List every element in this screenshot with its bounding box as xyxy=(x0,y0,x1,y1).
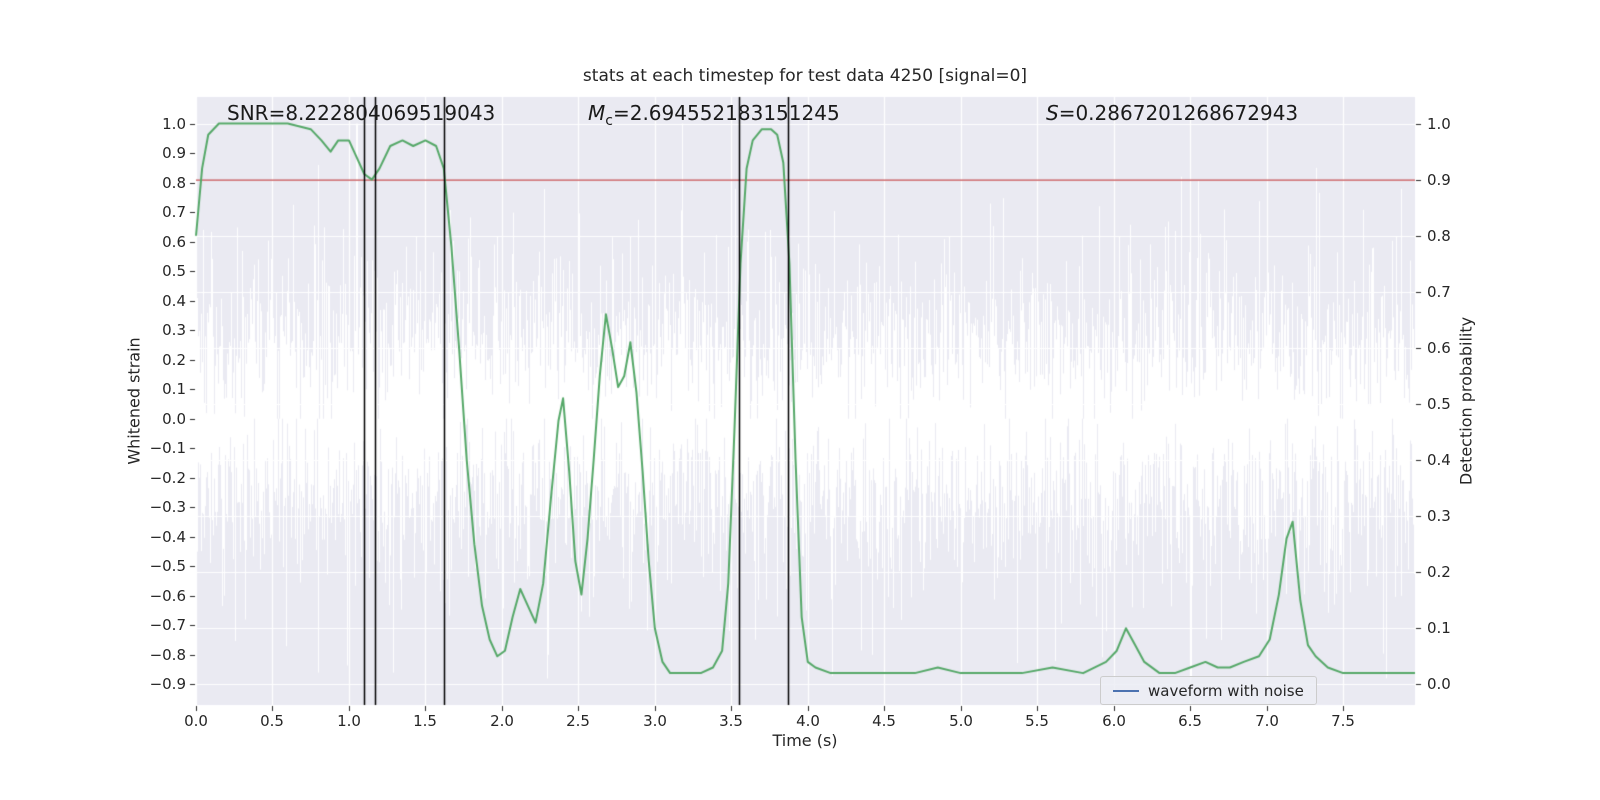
tick-label-right: 0.5 xyxy=(1427,395,1451,413)
tick-label-left: 0.5 xyxy=(162,262,186,280)
legend: waveform with noise xyxy=(1100,676,1317,705)
y-axis-label-right: Detection probability xyxy=(1456,316,1476,486)
tick-label-x: 3.5 xyxy=(719,712,743,730)
tick-label-left: −0.6 xyxy=(149,587,186,605)
tick-label-x: 1.5 xyxy=(413,712,437,730)
snr-label: SNR xyxy=(227,101,269,125)
annotation-chirp-mass: Mc=2.694552183151245 xyxy=(588,101,840,129)
tick-label-left: 0.6 xyxy=(162,233,186,251)
x-axis-label: Time (s) xyxy=(772,731,838,750)
tick-label-right: 0.4 xyxy=(1427,451,1451,469)
annotation-s: S=0.2867201268672943 xyxy=(1046,101,1298,125)
tick-label-x: 5.0 xyxy=(949,712,973,730)
tick-label-left: −0.8 xyxy=(149,646,186,664)
s-label: S xyxy=(1046,101,1059,125)
tick-label-x: 2.5 xyxy=(566,712,590,730)
tick-label-left: −0.5 xyxy=(149,557,186,575)
tick-label-left: −0.7 xyxy=(149,616,186,634)
tick-label-x: 7.0 xyxy=(1255,712,1279,730)
mc-subscript: c xyxy=(605,113,613,129)
tick-label-right: 0.7 xyxy=(1427,283,1451,301)
tick-label-x: 0.5 xyxy=(260,712,284,730)
tick-label-left: −0.3 xyxy=(149,498,186,516)
tick-label-x: 4.5 xyxy=(872,712,896,730)
tick-label-left: 0.1 xyxy=(162,380,186,398)
tick-label-right: 0.2 xyxy=(1427,563,1451,581)
tick-label-right: 0.9 xyxy=(1427,171,1451,189)
tick-label-left: 0.0 xyxy=(162,410,186,428)
tick-label-left: 0.4 xyxy=(162,292,186,310)
tick-label-left: 0.9 xyxy=(162,144,186,162)
tick-label-x: 3.0 xyxy=(643,712,667,730)
annotation-snr: SNR=8.222804069519043 xyxy=(227,101,495,125)
tick-label-left: −0.1 xyxy=(149,439,186,457)
tick-label-left: 0.8 xyxy=(162,174,186,192)
tick-label-right: 0.0 xyxy=(1427,675,1451,693)
legend-label: waveform with noise xyxy=(1148,681,1304,700)
tick-label-x: 7.5 xyxy=(1331,712,1355,730)
tick-label-x: 4.0 xyxy=(796,712,820,730)
tick-label-left: −0.4 xyxy=(149,528,186,546)
tick-label-x: 5.5 xyxy=(1025,712,1049,730)
tick-label-right: 0.3 xyxy=(1427,507,1451,525)
snr-value: =8.222804069519043 xyxy=(268,101,496,125)
s-value: =0.2867201268672943 xyxy=(1058,101,1299,125)
tick-label-x: 6.0 xyxy=(1102,712,1126,730)
tick-label-right: 0.6 xyxy=(1427,339,1451,357)
tick-label-left: −0.9 xyxy=(149,675,186,693)
tick-label-left: 1.0 xyxy=(162,115,186,133)
legend-line-sample xyxy=(1113,689,1139,692)
tick-label-x: 0.0 xyxy=(184,712,208,730)
tick-label-left: 0.3 xyxy=(162,321,186,339)
tick-label-left: 0.2 xyxy=(162,351,186,369)
tick-label-x: 2.0 xyxy=(490,712,514,730)
tick-label-x: 1.0 xyxy=(337,712,361,730)
tick-label-x: 6.5 xyxy=(1178,712,1202,730)
chart-title: stats at each timestep for test data 425… xyxy=(582,66,1028,86)
tick-label-left: 0.7 xyxy=(162,203,186,221)
tick-label-right: 1.0 xyxy=(1427,115,1451,133)
tick-label-right: 0.1 xyxy=(1427,619,1451,637)
tick-label-left: −0.2 xyxy=(149,469,186,487)
tick-label-right: 0.8 xyxy=(1427,227,1451,245)
mc-label: M xyxy=(588,101,606,125)
mc-value: =2.694552183151245 xyxy=(612,101,840,125)
